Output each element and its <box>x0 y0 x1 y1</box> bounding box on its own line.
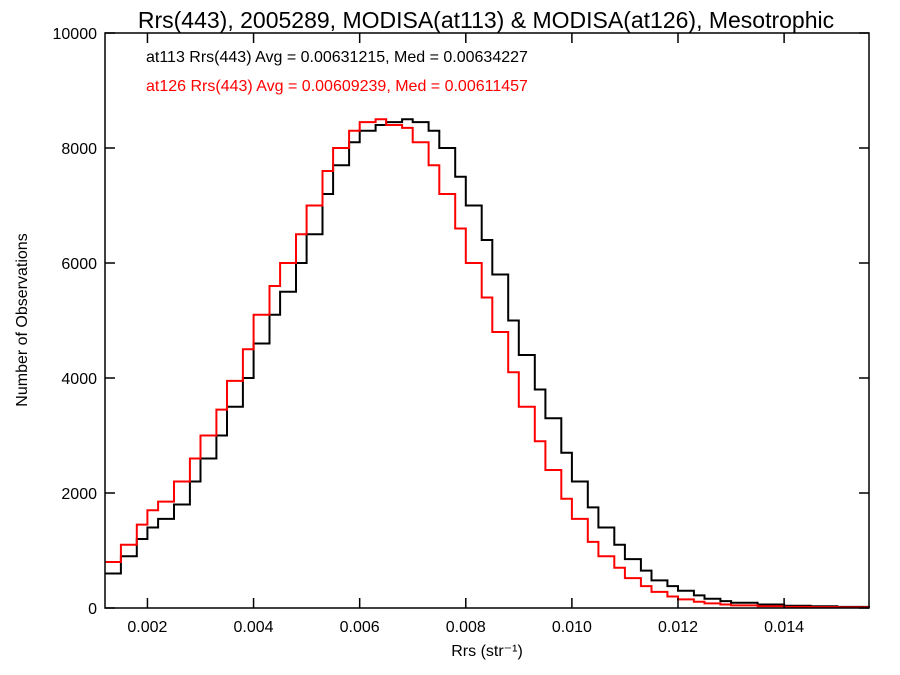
y-tick-label: 0 <box>88 601 97 618</box>
y-tick-label: 2000 <box>61 486 97 503</box>
x-tick-label: 0.004 <box>234 619 274 636</box>
x-axis-label: Rrs (str⁻¹) <box>451 643 523 660</box>
legend-entry-at126: at126 Rrs(443) Avg = 0.00609239, Med = 0… <box>146 78 528 95</box>
x-tick-label: 0.012 <box>658 619 698 636</box>
y-tick-label: 6000 <box>61 256 97 273</box>
x-tick-label: 0.002 <box>127 619 167 636</box>
y-tick-label: 8000 <box>61 141 97 158</box>
x-tick-label: 0.010 <box>552 619 592 636</box>
legend-entry-at113: at113 Rrs(443) Avg = 0.00631215, Med = 0… <box>146 49 528 66</box>
chart-title: Rrs(443), 2005289, MODISA(at113) & MODIS… <box>138 7 834 33</box>
y-tick-label: 4000 <box>61 371 97 388</box>
x-tick-label: 0.006 <box>340 619 380 636</box>
series-layer <box>105 118 870 609</box>
x-axis-ticks: 0.002 0.004 0.006 0.008 0.010 0.012 0.014 <box>127 33 804 636</box>
plot-frame <box>104 32 870 609</box>
y-axis-label: Number of Observations <box>14 233 31 406</box>
x-tick-label: 0.008 <box>446 619 486 636</box>
series-line-at113 <box>105 118 870 608</box>
y-axis-ticks: 0 2000 4000 6000 8000 10000 <box>53 26 869 618</box>
x-tick-label: 0.014 <box>764 619 804 636</box>
series-line-at126 <box>105 118 870 609</box>
y-tick-label: 10000 <box>53 26 98 43</box>
